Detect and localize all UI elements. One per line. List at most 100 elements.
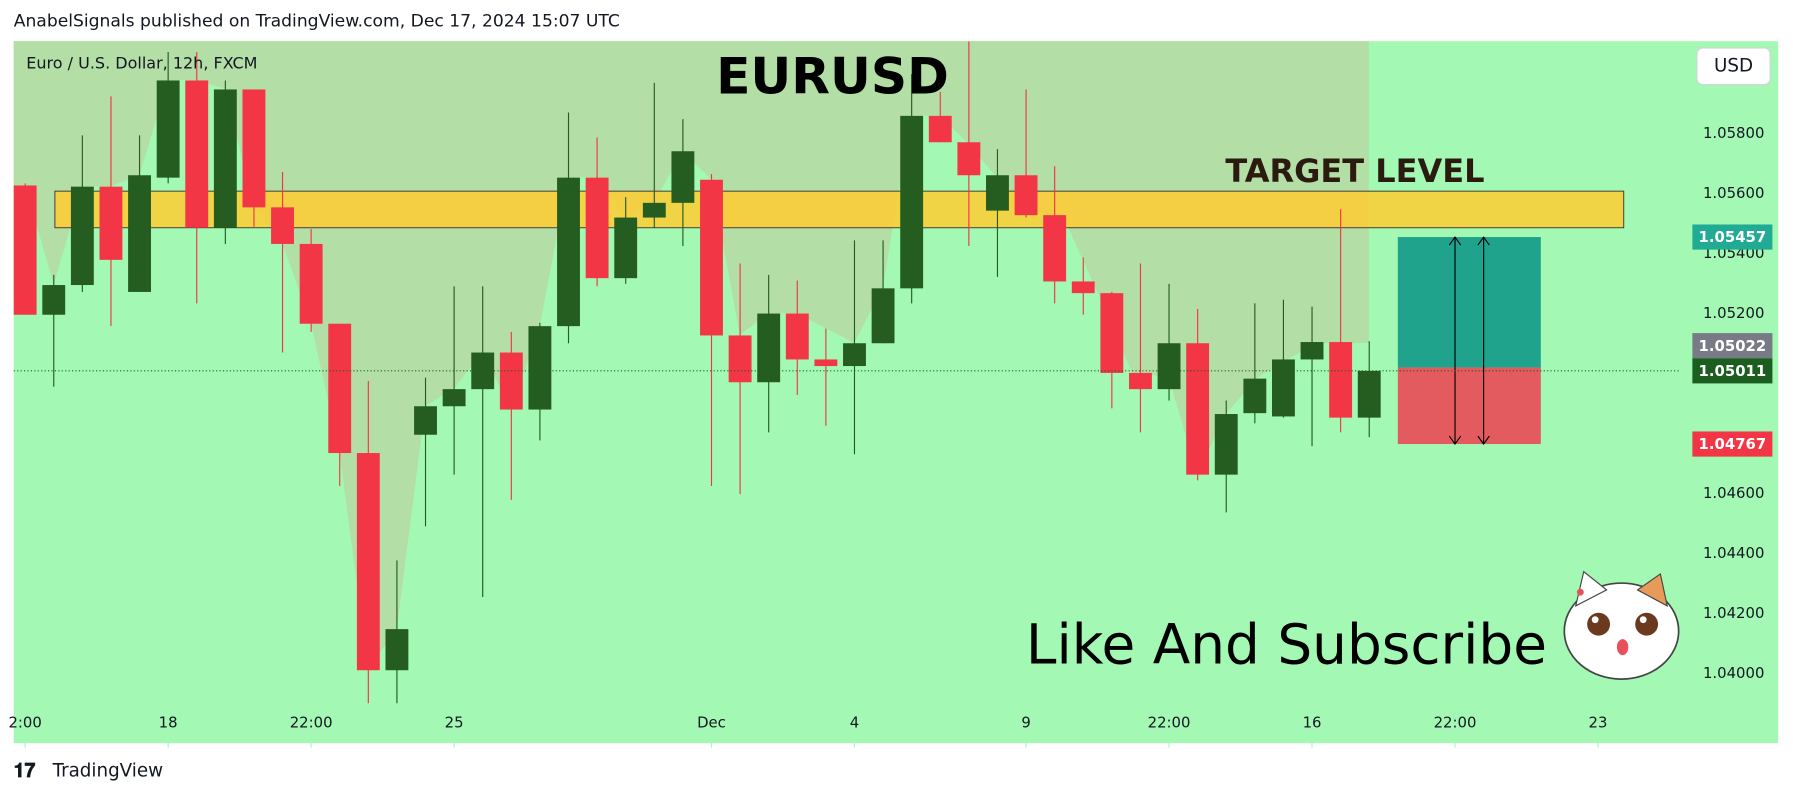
candle-body <box>1243 378 1267 414</box>
logo-mark: 𝟏𝟕 <box>14 759 36 782</box>
candle-body <box>1157 343 1181 390</box>
candle-body <box>1100 293 1124 373</box>
candle-body <box>757 313 781 383</box>
candle-body <box>986 175 1009 211</box>
candle-body <box>1186 343 1210 475</box>
candle-body <box>1043 215 1067 282</box>
candle-body <box>728 335 752 383</box>
candle-body <box>156 80 180 178</box>
price-label: 1.05022 <box>1699 337 1767 355</box>
y-tick-label: 1.04600 <box>1703 484 1764 502</box>
candle-body <box>642 202 666 218</box>
candle-body <box>442 389 466 407</box>
x-tick-label: 18 <box>159 714 178 732</box>
candle-body <box>671 151 695 203</box>
x-tick-label: 22:00 <box>290 714 333 732</box>
candle-body <box>871 288 895 344</box>
cat-eye <box>1587 612 1611 636</box>
annotation: Like And Subscribe <box>1026 612 1547 676</box>
candle-body <box>700 179 723 336</box>
currency-box[interactable] <box>1696 47 1771 86</box>
candle-body <box>42 285 66 315</box>
candle-body <box>499 352 523 410</box>
x-tick-label: 23 <box>1589 714 1608 732</box>
candle-body <box>957 142 981 176</box>
candle-body <box>1129 372 1152 390</box>
price-label-box <box>1692 224 1773 250</box>
candle-body <box>557 177 580 327</box>
cat-bow <box>1576 588 1584 596</box>
candle-body <box>242 89 266 208</box>
candle-body <box>1329 342 1353 418</box>
candle-body <box>99 186 123 260</box>
chart-title: EURUSD <box>716 47 949 106</box>
candle-body <box>13 185 37 315</box>
candle-body <box>1300 342 1324 360</box>
candle-body <box>785 313 809 360</box>
candle-body <box>299 243 323 324</box>
cat-eye-shine <box>1591 616 1599 624</box>
candle-body <box>1357 370 1381 418</box>
candle-body <box>271 207 294 244</box>
currency[interactable]: USD <box>1714 55 1753 76</box>
candle-body <box>128 175 151 292</box>
candle-body <box>471 352 495 390</box>
x-tick-label: 22:00 <box>1148 714 1191 732</box>
candle-body <box>414 406 437 435</box>
y-tick-label: 1.05200 <box>1703 304 1764 322</box>
y-tick-label: 1.04400 <box>1703 544 1764 562</box>
candle-body <box>585 177 609 279</box>
loss-zone <box>1397 367 1541 445</box>
cat-eye-shine <box>1639 616 1647 624</box>
y-tick-label: 1.05800 <box>1703 124 1764 142</box>
candle-body <box>528 326 552 410</box>
cat-icon <box>1563 570 1680 680</box>
x-tick-label: 25 <box>445 714 464 732</box>
candle-body <box>614 217 638 279</box>
price-label-box <box>1692 358 1773 384</box>
y-tick-label: 1.05600 <box>1703 184 1764 202</box>
footer: TradingView <box>52 761 164 782</box>
candle-body <box>328 323 352 454</box>
cat-face <box>1563 582 1680 680</box>
candle-body <box>356 453 380 671</box>
candle-body <box>843 343 866 367</box>
x-tick-label: Dec <box>697 714 726 732</box>
candle-body <box>1071 281 1095 294</box>
arrow-head <box>1448 435 1462 446</box>
candle-body <box>900 115 924 289</box>
profit-zone <box>1397 237 1541 368</box>
x-tick-label: 22:00 <box>1434 714 1477 732</box>
cat-ear <box>1636 572 1669 608</box>
price-label-box <box>1692 333 1773 359</box>
arrow-head <box>1448 236 1462 246</box>
y-tick-label: 1.04200 <box>1703 604 1764 622</box>
x-tick-label: 9 <box>1021 714 1030 732</box>
symbol-info: Euro / U.S. Dollar, 12h, FXCM <box>26 54 257 73</box>
target-label: TARGET LEVEL <box>1225 152 1484 190</box>
cat-eye <box>1635 612 1659 636</box>
candle-body <box>1271 359 1295 417</box>
price-label: 1.04767 <box>1699 435 1767 453</box>
x-tick-label: 2:00 <box>8 714 41 732</box>
candle-body <box>928 115 952 143</box>
cat-mouth <box>1616 639 1629 656</box>
price-label: 1.05457 <box>1699 228 1767 246</box>
candle-body <box>185 80 209 228</box>
arrow-head <box>1477 435 1490 446</box>
header: AnabelSignals published on TradingView.c… <box>14 12 620 32</box>
price-label: 1.05011 <box>1699 362 1767 380</box>
candle-body <box>70 186 94 286</box>
y-tick-label: 1.04000 <box>1703 664 1764 682</box>
target-zone <box>54 190 1625 229</box>
candle-body <box>1214 414 1238 475</box>
x-tick-label: 4 <box>850 714 859 732</box>
cat-ear <box>1574 570 1608 608</box>
candle-body <box>1014 175 1038 216</box>
x-tick-label: 16 <box>1303 714 1322 732</box>
arrow-head <box>1477 236 1490 246</box>
candle-body <box>385 629 409 671</box>
candle-body <box>213 89 237 228</box>
price-label-box <box>1692 431 1773 457</box>
